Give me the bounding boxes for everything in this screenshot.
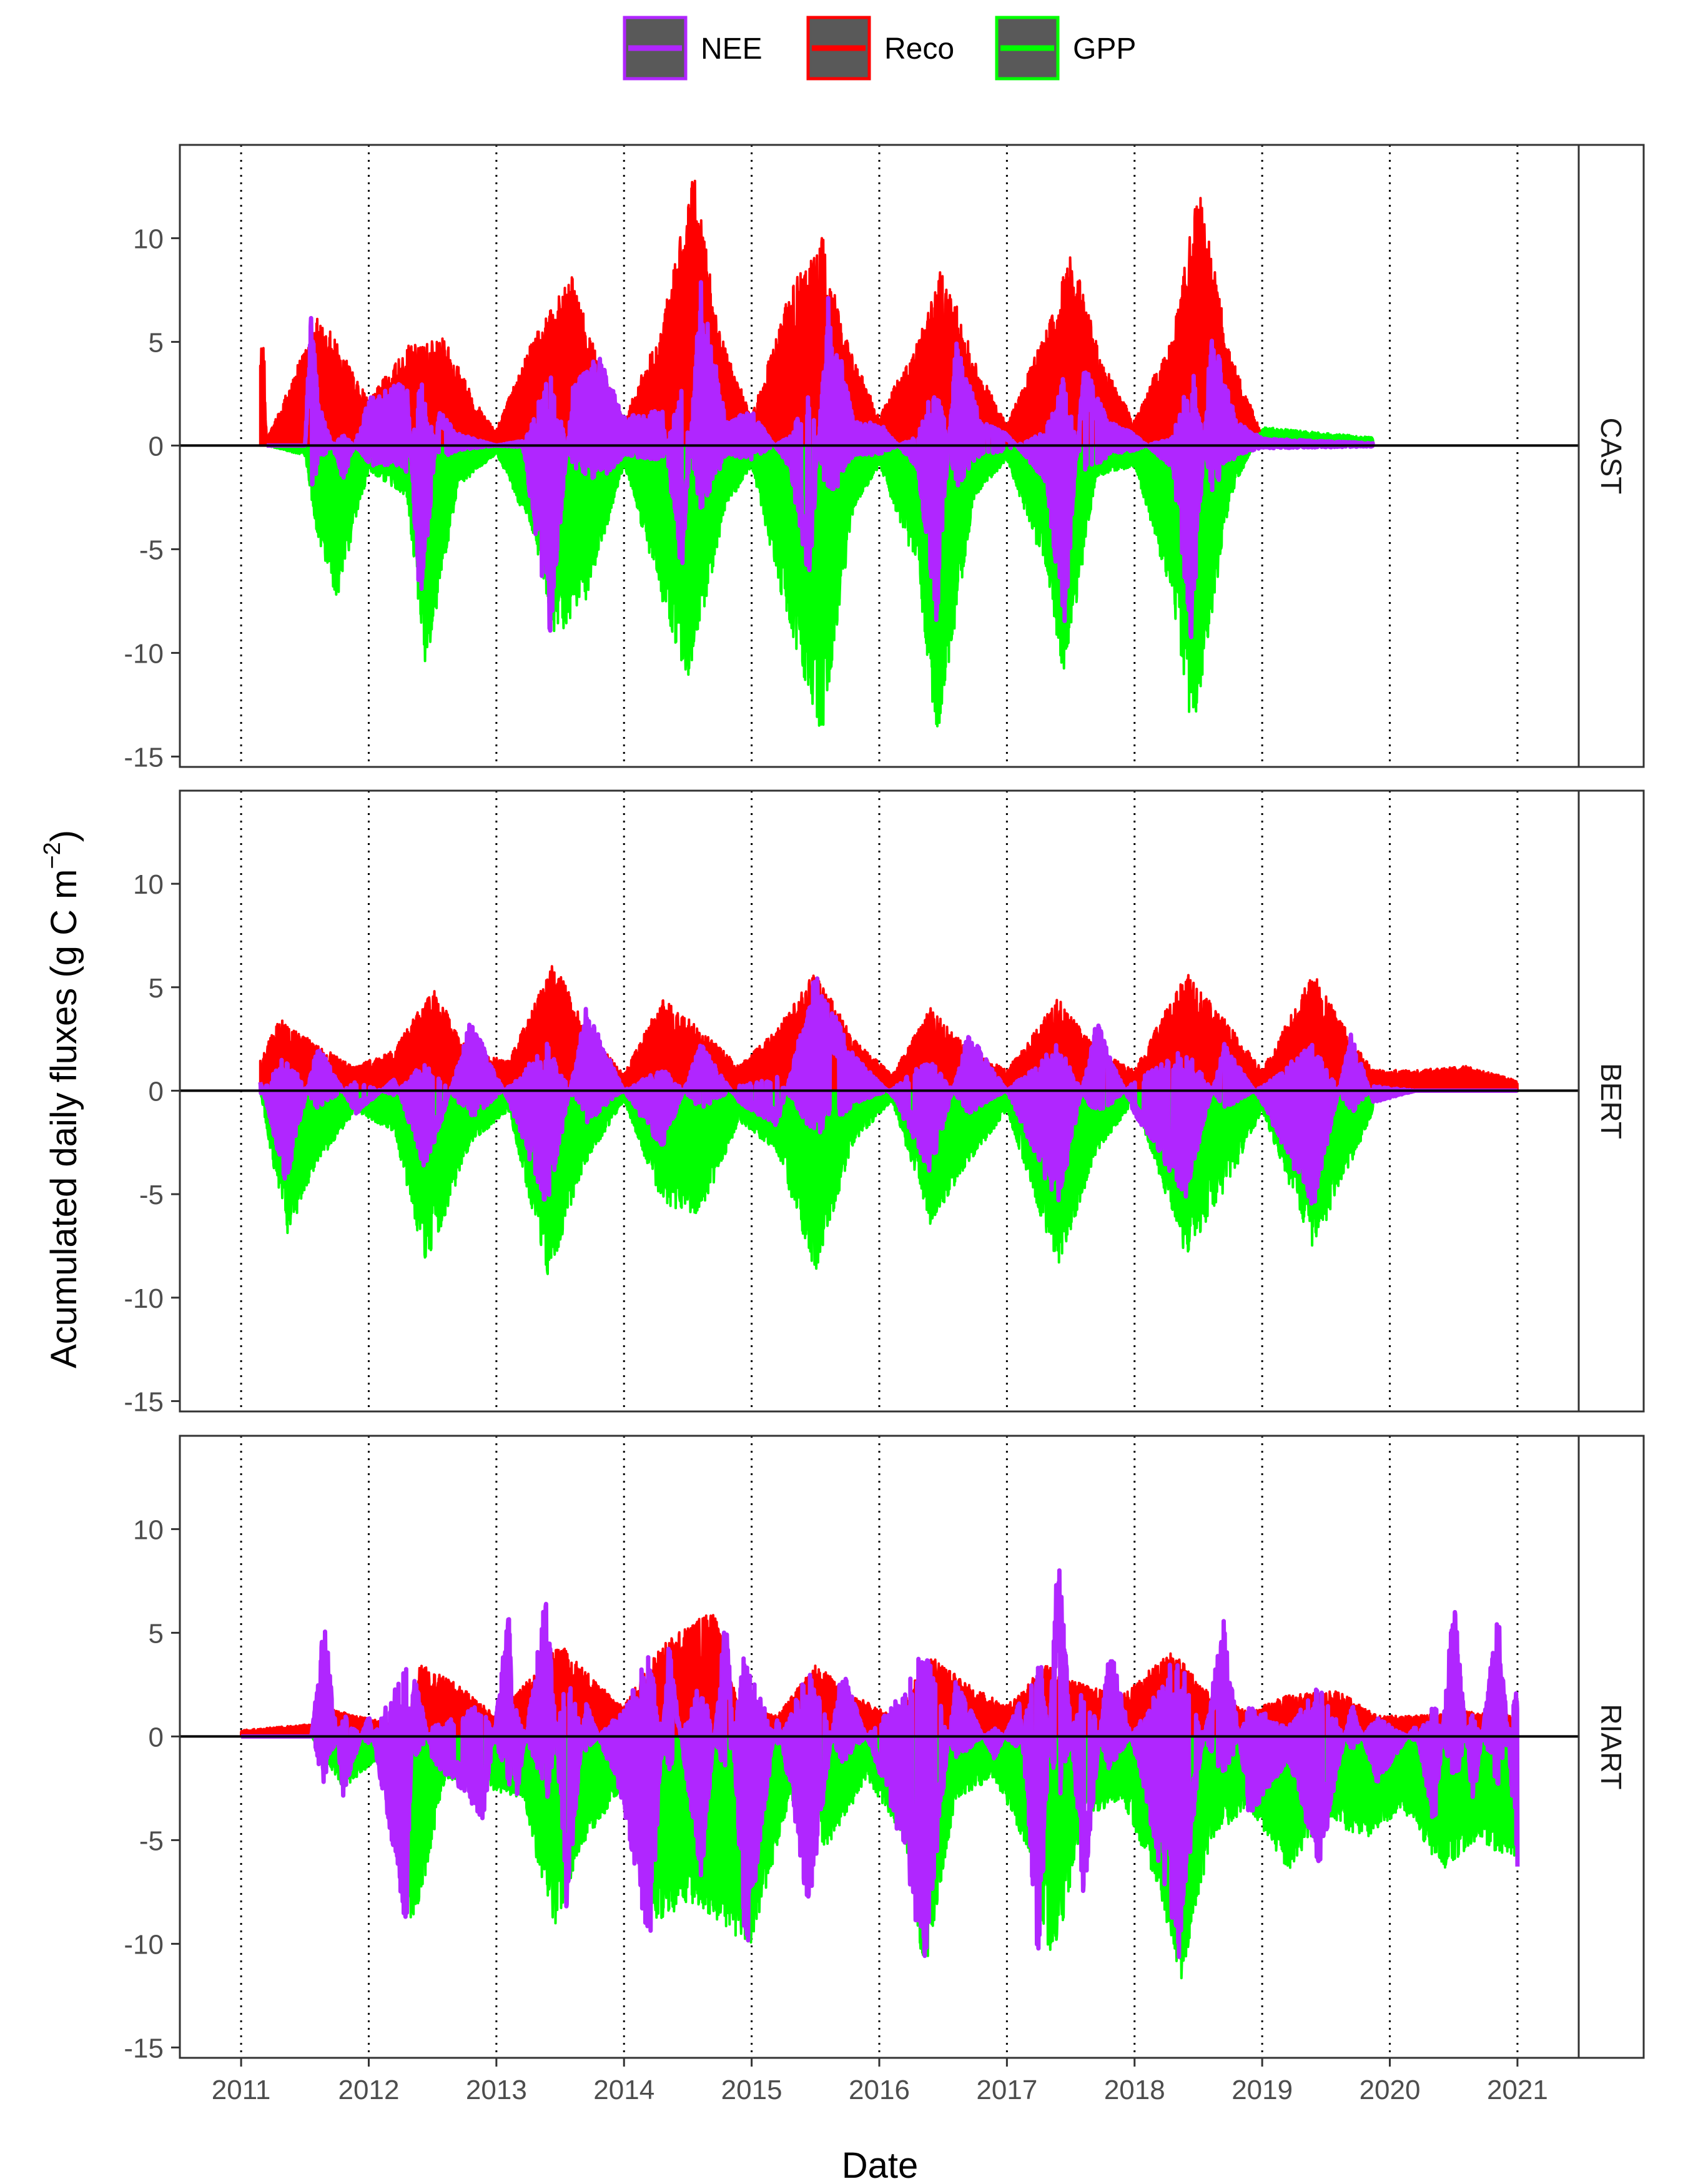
y-tick-label-riart-5: 5	[149, 1618, 164, 1649]
facet-label-cast: CAST	[1595, 418, 1627, 495]
y-tick-label-cast-5: 5	[149, 327, 164, 358]
y-tick-label-bert-5: 5	[149, 973, 164, 1004]
x-tick-label-2014: 2014	[593, 2075, 654, 2105]
series-nee-cast	[265, 280, 1375, 640]
y-tick-label-cast--10: -10	[124, 638, 164, 669]
plot-area-riart	[239, 1568, 1520, 1980]
panel-bert: 10 5 0 -5 -10 -15 BERT	[124, 789, 1645, 1417]
y-tick-label-riart--5: -5	[139, 1826, 164, 1856]
x-tick-label-2020: 2020	[1360, 2075, 1421, 2105]
y-tick-label-cast--15: -15	[124, 742, 164, 773]
facet-strip-bert	[1577, 789, 1645, 1413]
legend-label-nee: NEE	[701, 32, 763, 66]
y-tick-label-riart--15: -15	[124, 2033, 164, 2063]
y-tick-label-cast--5: -5	[139, 535, 164, 565]
series-reco-riart	[240, 1614, 1519, 1738]
y-tick-label-riart-0: 0	[149, 1722, 164, 1752]
y-axis-title: Acumulated daily fluxes (g C m−2)	[39, 830, 84, 1368]
legend-item-nee: NEE	[623, 16, 763, 81]
y-tick-label-riart-10: 10	[133, 1514, 164, 1545]
y-tick-label-bert--15: -15	[124, 1386, 164, 1417]
x-tick-label-2017: 2017	[976, 2075, 1037, 2105]
x-tick-label-2018: 2018	[1104, 2075, 1165, 2105]
legend-label-reco: Reco	[884, 32, 954, 66]
y-axis-title-close: )	[44, 830, 84, 842]
x-tick-label-2021: 2021	[1487, 2075, 1548, 2105]
y-tick-label-cast-10: 10	[133, 224, 164, 254]
y-tick-label-cast-0: 0	[149, 431, 164, 462]
y-tick-label-bert-0: 0	[149, 1076, 164, 1107]
x-axis: 2011 2012 2013 2014 2015 2016 2017 2018 2019 2020…	[212, 2058, 1548, 2105]
y-tick-label-bert--5: -5	[139, 1180, 164, 1210]
facet-label-bert: BERT	[1595, 1063, 1627, 1139]
legend-item-reco: Reco	[806, 16, 954, 81]
plot-area-cast	[259, 179, 1375, 728]
x-tick-label-2012: 2012	[338, 2075, 400, 2105]
panels: 10 5 0 -5 -10 -15 CAST 10 5 0 -5 -10 -15 BERT 10 5 0 -5 -1…	[124, 144, 1645, 2063]
facet-label-riart: RIART	[1595, 1704, 1627, 1789]
facet-strip-cast	[1577, 144, 1645, 768]
series-reco-cast	[259, 179, 1375, 447]
y-tick-label-bert-10: 10	[133, 869, 164, 900]
legend-item-gpp: GPP	[995, 16, 1136, 81]
y-tick-label-riart--10: -10	[124, 1929, 164, 1960]
facet-strip-riart	[1577, 1435, 1645, 2059]
x-tick-label-2013: 2013	[466, 2075, 527, 2105]
x-tick-label-2015: 2015	[721, 2075, 782, 2105]
legend: NEE Reco GPP	[623, 16, 1136, 81]
panel-cast: 10 5 0 -5 -10 -15 CAST	[124, 144, 1645, 773]
x-tick-label-2019: 2019	[1231, 2075, 1293, 2105]
legend-label-gpp: GPP	[1073, 32, 1136, 66]
series-nee-riart	[239, 1568, 1520, 1959]
x-tick-label-2011: 2011	[212, 2075, 271, 2105]
panel-riart: 10 5 0 -5 -10 -15 RIART	[124, 1435, 1645, 2063]
y-axis-title-superscript: −2	[39, 842, 66, 869]
x-axis-title: Date	[842, 2145, 919, 2184]
x-tick-label-2016: 2016	[849, 2075, 910, 2105]
y-tick-label-bert--10: -10	[124, 1283, 164, 1314]
